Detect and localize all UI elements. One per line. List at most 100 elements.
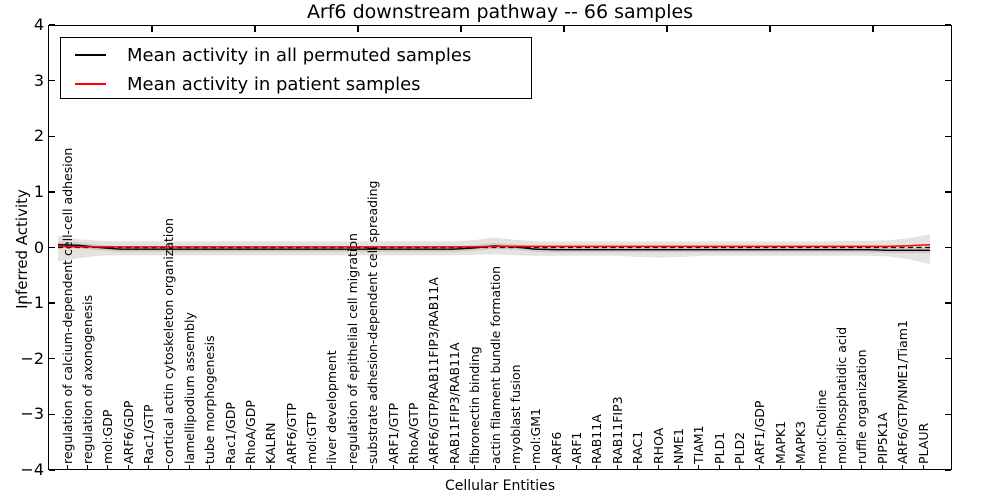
- y-tick-mark: [49, 469, 55, 471]
- entity-label: lamellipodium assembly: [181, 312, 197, 464]
- y-tick-label: 4: [33, 15, 44, 35]
- legend-label-permuted: Mean activity in all permuted samples: [127, 44, 472, 66]
- entity-label: ruffle organization: [854, 349, 870, 464]
- entity-tick-mark: [168, 465, 170, 469]
- entity-tick-mark: [351, 465, 353, 469]
- entity-tick-mark: [698, 465, 700, 469]
- entity-label: KALRN: [263, 422, 279, 464]
- y-tick-label: −1: [20, 293, 44, 313]
- top-tick-mark: [563, 26, 565, 32]
- entity-label: regulation of axonogenesis: [79, 294, 95, 464]
- entity-tick-mark: [270, 465, 272, 469]
- entity-label: RAC1: [630, 430, 646, 464]
- entity-label: actin filament bundle formation: [487, 265, 503, 464]
- y-tick-mark: [945, 413, 951, 416]
- entity-label: RhoA/GTP: [405, 402, 421, 464]
- y-tick-label: −4: [20, 459, 44, 479]
- top-tick-mark: [872, 26, 874, 32]
- entity-label: liver development: [324, 350, 340, 464]
- entity-tick-mark: [453, 465, 455, 469]
- entity-tick-mark: [433, 465, 435, 469]
- entity-tick-mark: [412, 465, 414, 469]
- legend-item-patient: Mean activity in patient samples: [61, 69, 421, 99]
- y-tick-mark: [945, 469, 951, 471]
- entity-label: ARF1/GTP: [385, 402, 401, 464]
- y-tick-label: 3: [33, 70, 44, 90]
- entity-label: RhoA/GDP: [242, 400, 258, 464]
- entity-label: TIAM1: [691, 425, 707, 464]
- entity-label: mol:GM1: [528, 408, 544, 464]
- entity-tick-mark: [86, 465, 88, 469]
- entity-label: ARF6/GTP/NME1/Tiam1: [895, 320, 911, 464]
- entity-tick-mark: [372, 465, 374, 469]
- y-tick-mark: [945, 191, 951, 193]
- entity-label: RAB11A: [589, 414, 605, 464]
- entity-label: MAPK1: [772, 420, 788, 464]
- y-tick-label: −2: [20, 348, 44, 368]
- x-axis-label: Cellular Entities: [444, 478, 556, 494]
- y-tick-mark: [49, 79, 55, 82]
- entity-label: RAB11FIP3: [609, 396, 625, 464]
- patient-line-sample-icon: [75, 83, 106, 85]
- entity-label: mol:GDP: [100, 409, 116, 464]
- y-tick-mark: [945, 302, 951, 304]
- y-tick-label: −3: [20, 404, 44, 424]
- top-tick-mark: [254, 26, 256, 32]
- entity-tick-mark: [290, 465, 292, 469]
- entity-tick-mark: [188, 465, 190, 469]
- entity-label: ARF1/GDP: [752, 400, 768, 464]
- entity-tick-mark: [474, 465, 476, 469]
- entity-label: mol:Phosphatidic acid: [833, 326, 849, 464]
- entity-label: substrate adhesion-dependent cell spread…: [365, 180, 381, 464]
- entity-tick-mark: [902, 465, 904, 469]
- entity-tick-mark: [739, 465, 741, 469]
- entity-label: NME1: [670, 428, 686, 464]
- entity-tick-mark: [127, 465, 129, 469]
- entity-tick-mark: [657, 465, 659, 469]
- entity-tick-mark: [637, 465, 639, 469]
- y-tick-mark: [945, 79, 951, 82]
- legend-label-patient: Mean activity in patient samples: [127, 73, 421, 95]
- entity-tick-mark: [922, 465, 924, 469]
- top-tick-mark: [151, 26, 153, 32]
- y-tick-mark: [945, 24, 951, 26]
- entity-tick-mark: [392, 465, 394, 469]
- entity-label: ARF6/GDP: [120, 400, 136, 464]
- entity-tick-mark: [596, 465, 598, 469]
- entity-label: mol:Choline: [813, 389, 829, 464]
- entity-label: RHOA: [650, 427, 666, 464]
- entity-tick-mark: [535, 465, 537, 469]
- entity-tick-mark: [209, 465, 211, 469]
- entity-label: PLAUR: [915, 422, 931, 464]
- chart-title: Arf6 downstream pathway -- 66 samples: [306, 1, 694, 23]
- y-tick-mark: [49, 357, 55, 360]
- y-tick-mark: [49, 24, 55, 26]
- y-tick-mark: [49, 246, 55, 249]
- y-tick-mark: [945, 357, 951, 360]
- y-tick-mark: [49, 135, 55, 138]
- entity-tick-mark: [555, 465, 557, 469]
- entity-label: RAB11FIP3/RAB11A: [446, 342, 462, 464]
- y-tick-mark: [49, 191, 55, 193]
- y-tick-label: 1: [33, 181, 44, 201]
- entity-tick-mark: [576, 465, 578, 469]
- entity-tick-mark: [66, 465, 68, 469]
- entity-tick-mark: [779, 465, 781, 469]
- entity-tick-mark: [677, 465, 679, 469]
- entity-label: MAPK3: [793, 420, 809, 464]
- top-tick-mark: [666, 26, 668, 32]
- entity-label: fibronectin binding: [467, 346, 483, 464]
- entity-tick-mark: [331, 465, 333, 469]
- y-tick-mark: [49, 302, 55, 304]
- entity-tick-mark: [759, 465, 761, 469]
- entity-tick-mark: [861, 465, 863, 469]
- entity-label: tube morphogenesis: [202, 335, 218, 464]
- entity-label: Rac1/GTP: [141, 404, 157, 464]
- entity-tick-mark: [616, 465, 618, 469]
- y-tick-mark: [945, 135, 951, 138]
- y-tick-label: 2: [33, 126, 44, 146]
- entity-tick-mark: [800, 465, 802, 469]
- entity-tick-mark: [514, 465, 516, 469]
- entity-label: myoblast fusion: [507, 364, 523, 464]
